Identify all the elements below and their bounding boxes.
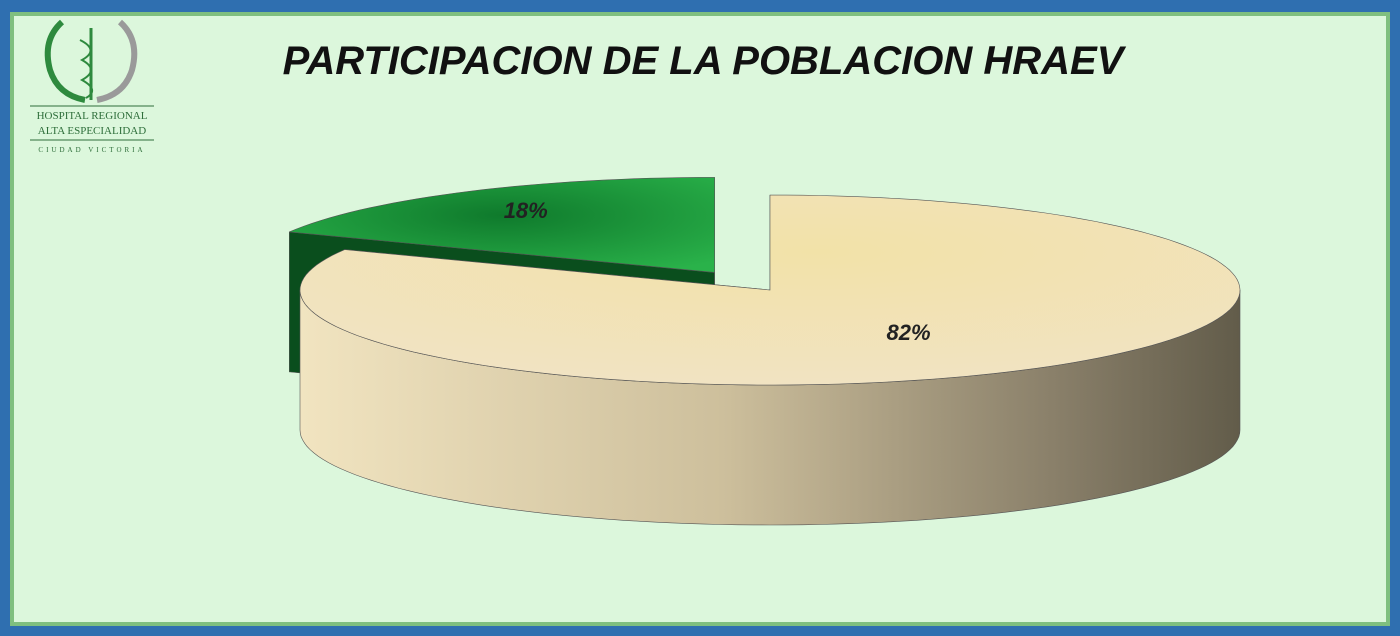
value-label: 18% — [504, 198, 548, 223]
slice — [299, 194, 1241, 386]
logo-snake — [79, 39, 93, 99]
slice — [289, 177, 715, 273]
logo-text: ALTA ESPECIALIDAD — [38, 125, 146, 137]
chart-title: PARTICIPACION DE LA POBLACION HRAEV — [283, 39, 1127, 83]
panel: HOSPITAL REGIONAL ALTA ESPECIALIDAD CIUD… — [10, 12, 1390, 626]
logo-arc — [44, 19, 86, 103]
value-label: 82% — [886, 320, 930, 345]
logo: HOSPITAL REGIONAL ALTA ESPECIALIDAD CIUD… — [30, 19, 154, 154]
logo-text: HOSPITAL REGIONAL — [37, 110, 148, 122]
logo-arc — [96, 19, 138, 103]
chart: HOSPITAL REGIONAL ALTA ESPECIALIDAD CIUD… — [30, 19, 1241, 526]
logo-text: CIUDAD VICTORIA — [38, 146, 145, 154]
